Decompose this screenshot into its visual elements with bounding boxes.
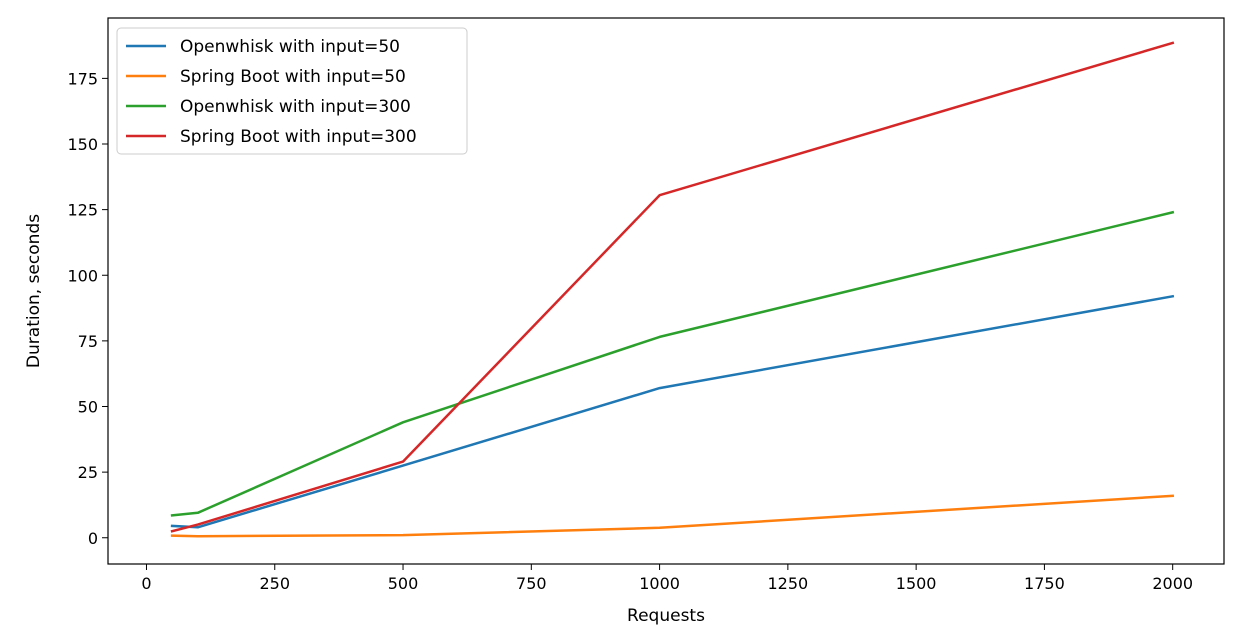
y-tick-label: 75: [78, 332, 98, 351]
x-axis-title: Requests: [627, 606, 705, 626]
x-tick-label: 250: [259, 574, 290, 593]
series-line: [170, 41, 1175, 533]
x-tick-label: 1500: [896, 574, 937, 593]
x-tick-label: 500: [388, 574, 419, 593]
series-lines: [170, 41, 1175, 538]
x-tick-label: 2000: [1152, 574, 1193, 593]
y-tick-label: 150: [67, 135, 98, 154]
series-line: [170, 494, 1175, 538]
y-axis-title: Duration, seconds: [24, 214, 44, 368]
legend-label: Openwhisk with input=50: [180, 37, 400, 57]
x-tick-label: 750: [516, 574, 547, 593]
y-tick-label: 100: [67, 266, 98, 285]
x-axis: 0 250 500 750 1000 1250 1500 1750 2000: [141, 564, 1193, 593]
y-tick-label: 0: [88, 529, 98, 548]
legend-label: Spring Boot with input=50: [180, 67, 406, 87]
y-tick-label: 25: [78, 463, 98, 482]
legend-label: Openwhisk with input=300: [180, 97, 411, 117]
legend-box: [116, 27, 468, 155]
y-tick-label: 50: [78, 398, 98, 417]
y-axis: 0 25 50 75 100 125 150 175: [67, 69, 108, 548]
legend: Openwhisk with input=50 Spring Boot with …: [116, 27, 468, 155]
x-tick-label: 1000: [639, 574, 680, 593]
x-tick-label: 1250: [768, 574, 809, 593]
x-tick-label: 1750: [1024, 574, 1065, 593]
y-tick-label: 175: [67, 69, 98, 88]
series-line: [170, 210, 1175, 517]
y-tick-label: 125: [67, 201, 98, 220]
x-tick-label: 0: [141, 574, 151, 593]
legend-label: Spring Boot with input=300: [180, 127, 417, 147]
